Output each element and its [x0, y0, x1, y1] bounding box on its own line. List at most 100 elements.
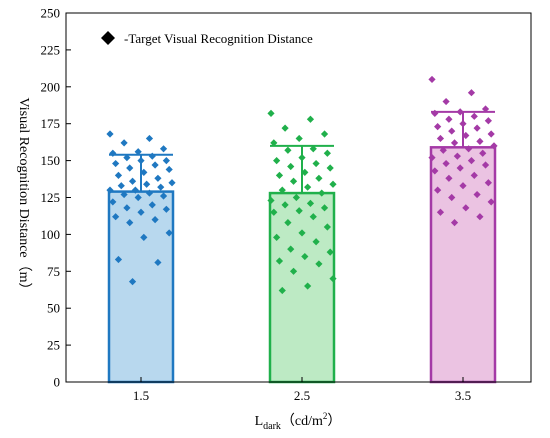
data-point: [131, 186, 139, 194]
data-point: [329, 275, 337, 283]
data-point: [109, 149, 117, 157]
data-point: [106, 186, 114, 194]
data-point: [473, 190, 481, 199]
data-point: [487, 198, 495, 206]
data-point: [281, 124, 289, 132]
data-point: [312, 159, 320, 168]
data-point: [315, 260, 323, 268]
y-tick-label: 0: [54, 375, 61, 390]
data-point: [112, 159, 120, 168]
data-point: [462, 131, 470, 140]
data-point: [278, 186, 286, 194]
data-point: [114, 255, 123, 264]
data-point: [267, 196, 275, 205]
data-point: [445, 115, 453, 123]
y-tick-label: 225: [41, 42, 61, 57]
data-point: [157, 183, 165, 191]
data-point: [143, 180, 151, 188]
data-point: [450, 139, 459, 147]
data-point: [123, 204, 131, 212]
data-point: [309, 213, 317, 221]
data-point: [159, 192, 168, 200]
data-point: [165, 229, 173, 237]
data-point: [326, 164, 334, 172]
data-point: [470, 171, 478, 179]
data-point: [109, 198, 117, 206]
data-point: [168, 179, 176, 187]
data-point: [273, 233, 281, 241]
data-point: [140, 168, 148, 177]
data-point: [301, 168, 309, 177]
data-point: [436, 208, 445, 216]
y-axis-title: Visual Recognition Distance（m）: [16, 97, 32, 296]
y-tick-label: 25: [47, 338, 60, 353]
data-point: [481, 105, 490, 113]
data-point: [301, 252, 309, 261]
data-point: [295, 134, 303, 143]
data-point: [145, 189, 154, 197]
data-point: [484, 117, 492, 125]
x-tick-label: 2.5: [294, 388, 310, 403]
bar-2.5: [268, 191, 336, 384]
data-point: [151, 216, 159, 224]
data-point: [154, 258, 162, 267]
data-point: [117, 182, 125, 190]
x-axis-title-superscript: 2: [323, 411, 328, 421]
data-point: [128, 278, 137, 286]
data-point: [326, 248, 334, 256]
data-point: [467, 157, 476, 165]
data-point: [145, 134, 154, 143]
data-point: [270, 208, 278, 216]
data-point: [431, 109, 439, 117]
y-tick-label: 250: [41, 6, 61, 21]
data-point: [428, 75, 436, 84]
legend-label: -Target Visual Recognition Distance: [124, 31, 313, 46]
y-axis: 0 25 50 75 100 125 150 175 200 225 250: [41, 6, 71, 390]
data-point: [284, 146, 292, 154]
data-point: [456, 108, 464, 116]
data-point: [162, 157, 170, 165]
x-axis-title-unit: （cd/m: [281, 413, 323, 429]
x-axis-title-main: L: [255, 414, 264, 429]
data-point: [126, 218, 134, 227]
data-point: [106, 130, 114, 138]
data-point: [295, 207, 303, 215]
data-point: [304, 183, 312, 191]
data-point: [278, 286, 286, 295]
data-point: [462, 204, 470, 212]
data-point: [315, 174, 323, 182]
data-point: [445, 174, 453, 182]
y-tick-label: 200: [41, 79, 61, 94]
data-point: [159, 145, 168, 153]
y-tick-label: 100: [41, 227, 61, 242]
data-point: [476, 137, 484, 146]
data-point: [137, 157, 145, 165]
data-point: [289, 177, 298, 185]
data-point: [275, 257, 284, 265]
data-point: [442, 97, 450, 106]
data-point: [453, 152, 461, 160]
data-point: [465, 145, 473, 153]
data-point: [323, 223, 331, 231]
data-point: [306, 115, 315, 123]
data-point: [287, 162, 295, 171]
data-point: [434, 123, 442, 131]
bar-1.5: [107, 190, 175, 384]
data-point: [298, 229, 306, 237]
x-axis-title: Ldark（cd/m2）: [255, 411, 342, 432]
y-tick-label: 50: [47, 301, 60, 316]
data-point: [134, 148, 142, 156]
x-tick-label: 3.5: [455, 388, 471, 403]
data-point: [459, 182, 467, 190]
data-point: [450, 218, 459, 227]
data-point: [298, 154, 306, 162]
data-point: [148, 201, 156, 209]
x-tick-label: 1.5: [133, 388, 149, 403]
data-point: [275, 171, 284, 179]
data-point: [151, 161, 159, 169]
data-point: [134, 193, 142, 202]
data-point: [323, 149, 331, 157]
y-tick-label: 175: [41, 116, 61, 131]
data-point: [284, 218, 292, 227]
